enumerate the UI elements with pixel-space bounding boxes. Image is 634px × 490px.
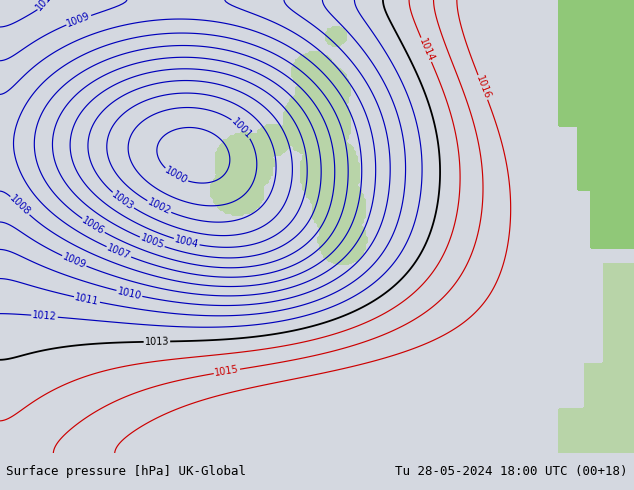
Text: 1011: 1011 (74, 292, 100, 307)
Text: 1005: 1005 (139, 233, 165, 251)
Text: 1015: 1015 (214, 365, 240, 378)
Text: 1009: 1009 (61, 252, 87, 270)
Text: 1003: 1003 (110, 189, 136, 212)
Text: Tu 28-05-2024 18:00 UTC (00+18): Tu 28-05-2024 18:00 UTC (00+18) (395, 465, 628, 478)
Text: 1010: 1010 (34, 0, 58, 13)
Text: 1013: 1013 (145, 337, 169, 347)
Text: 1009: 1009 (65, 11, 92, 29)
Text: 1006: 1006 (81, 215, 107, 237)
Text: 1004: 1004 (174, 234, 200, 250)
Text: 1016: 1016 (474, 74, 492, 100)
Text: 1000: 1000 (163, 166, 189, 186)
Text: 1012: 1012 (32, 310, 57, 322)
Text: 1010: 1010 (116, 286, 143, 301)
Text: 1002: 1002 (146, 197, 172, 217)
Text: Surface pressure [hPa] UK-Global: Surface pressure [hPa] UK-Global (6, 465, 247, 478)
Text: 1007: 1007 (105, 243, 132, 262)
Text: 1014: 1014 (417, 37, 436, 63)
Text: 1001: 1001 (230, 116, 254, 141)
Text: 1008: 1008 (8, 194, 32, 218)
